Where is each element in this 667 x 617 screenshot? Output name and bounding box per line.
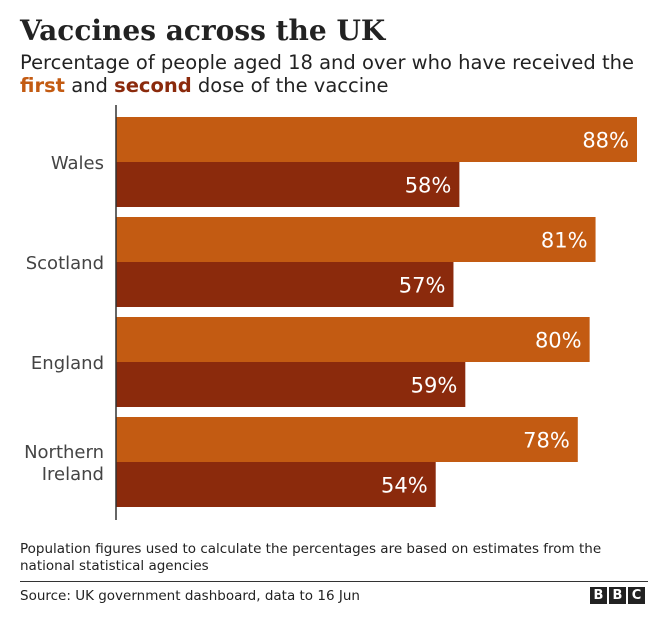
data-label-wales-second: 58%	[405, 174, 452, 198]
footer-divider	[20, 581, 648, 582]
data-label-northern-ireland-second: 54%	[381, 474, 428, 498]
bar-scotland-first	[116, 217, 596, 262]
bbc-logo: B B C	[590, 587, 645, 604]
bar-scotland-second	[116, 262, 454, 307]
data-label-scotland-first: 81%	[541, 229, 588, 253]
bar-wales-second	[116, 162, 460, 207]
data-label-england-first: 80%	[535, 329, 582, 353]
data-label-scotland-second: 57%	[399, 274, 446, 298]
category-label-line: Scotland	[26, 253, 104, 274]
category-label-line: Wales	[51, 153, 104, 174]
bbc-logo-letter-1: B	[590, 587, 607, 604]
bar-england-first	[116, 317, 590, 362]
subtitle-text-start: Percentage of people aged 18 and over wh…	[20, 51, 634, 74]
category-label-line: Northern	[24, 442, 104, 463]
bar-northern-ireland-first	[116, 417, 578, 462]
bar-wales-first	[116, 117, 637, 162]
category-label-scotland: Scotland	[26, 253, 104, 274]
category-label-northern-ireland: Northern Ireland	[24, 442, 104, 485]
category-label-line: England	[31, 353, 104, 374]
data-label-wales-first: 88%	[582, 129, 629, 153]
bbc-logo-letter-2: B	[609, 587, 626, 604]
subtitle-text-and: and	[65, 74, 115, 97]
category-label-wales: Wales	[51, 153, 104, 174]
category-label-england: England	[31, 353, 104, 374]
bar-chart: 88% 58% Wales 81% 57% Scotland 80% 59% England 78…	[24, 105, 637, 520]
subtitle-second-dose-legend: second	[114, 74, 192, 97]
chart-title: Vaccines across the UK	[20, 14, 386, 47]
bar-northern-ireland-second	[116, 462, 436, 507]
bbc-logo-letter-3: C	[628, 587, 645, 604]
footnote: Population figures used to calculate the…	[20, 541, 602, 574]
chart-subtitle: Percentage of people aged 18 and over wh…	[20, 51, 650, 97]
subtitle-first-dose-legend: first	[20, 74, 65, 97]
data-label-england-second: 59%	[411, 374, 458, 398]
subtitle-text-end: dose of the vaccine	[191, 74, 389, 97]
source-text: Source: UK government dashboard, data to…	[20, 588, 360, 604]
data-label-northern-ireland-first: 78%	[523, 429, 570, 453]
category-label-line: Ireland	[42, 464, 104, 485]
bar-england-second	[116, 362, 466, 407]
